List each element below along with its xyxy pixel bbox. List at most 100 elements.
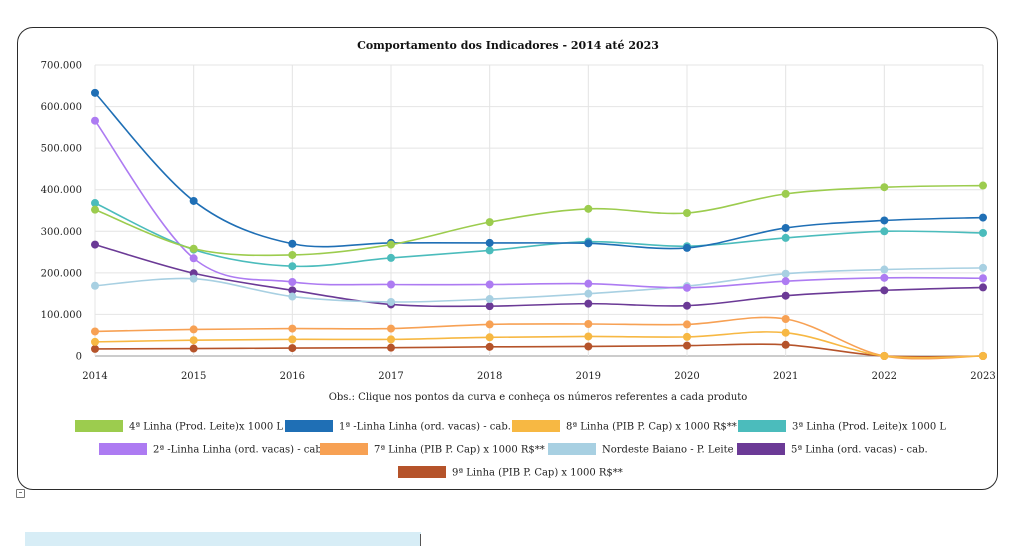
data-point[interactable]: [781, 340, 790, 349]
legend-item[interactable]: 5ª Linha (ord. vacas) - cab.: [737, 443, 928, 456]
data-point[interactable]: [91, 344, 99, 353]
data-point[interactable]: [91, 337, 99, 346]
data-point[interactable]: [387, 253, 395, 262]
legend-item[interactable]: 8ª Linha (PIB P. Cap) x 1000 R$**: [512, 420, 737, 433]
series-line: [94, 331, 984, 359]
legend-swatch: [285, 420, 333, 432]
data-point[interactable]: [387, 280, 395, 289]
data-point[interactable]: [387, 240, 395, 249]
data-point[interactable]: [91, 240, 99, 249]
legend-label: 7ª Linha (PIB P. Cap) x 1000 R$**: [374, 445, 545, 456]
data-point[interactable]: [485, 246, 494, 255]
data-point[interactable]: [781, 315, 790, 324]
legend-item[interactable]: Nordeste Baiano - P. Leite: [548, 443, 734, 456]
series-line: [94, 92, 984, 250]
legend-label: 5ª Linha (ord. vacas) - cab.: [791, 445, 928, 456]
data-point[interactable]: [91, 116, 99, 125]
data-point[interactable]: [387, 343, 395, 352]
data-point[interactable]: [683, 341, 691, 350]
legend-swatch: [512, 420, 560, 432]
data-point[interactable]: [880, 286, 889, 295]
data-point[interactable]: [781, 223, 790, 232]
data-point[interactable]: [485, 320, 494, 329]
data-point[interactable]: [387, 324, 395, 333]
legend-item[interactable]: 1ª -Linha Linha (ord. vacas) - cab.: [285, 420, 511, 433]
data-point[interactable]: [288, 335, 297, 344]
data-point[interactable]: [683, 301, 691, 310]
legend-item[interactable]: 2ª -Linha Linha (ord. vacas) - cab.: [99, 443, 325, 456]
data-point[interactable]: [91, 88, 99, 97]
data-point[interactable]: [781, 269, 790, 278]
data-point[interactable]: [189, 196, 198, 205]
data-point[interactable]: [880, 216, 889, 225]
data-point[interactable]: [189, 336, 198, 345]
data-point[interactable]: [485, 333, 494, 342]
data-point[interactable]: [485, 342, 494, 351]
x-tick-label: 2014: [82, 371, 107, 382]
data-point[interactable]: [91, 281, 99, 290]
data-point[interactable]: [880, 265, 889, 274]
data-point[interactable]: [189, 254, 198, 263]
data-point[interactable]: [485, 302, 494, 311]
data-point[interactable]: [979, 352, 987, 360]
x-tick-label: 2022: [872, 371, 897, 382]
data-point[interactable]: [91, 199, 99, 208]
legend-item[interactable]: 3ª Linha (Prod. Leite)x 1000 L: [738, 420, 946, 433]
data-point[interactable]: [683, 283, 691, 292]
legend-item[interactable]: 9ª Linha (PIB P. Cap) x 1000 R$**: [398, 466, 623, 479]
data-point[interactable]: [584, 342, 593, 351]
data-point[interactable]: [584, 239, 593, 248]
data-point[interactable]: [189, 274, 198, 283]
data-point[interactable]: [189, 325, 198, 334]
data-point[interactable]: [288, 278, 297, 287]
data-point[interactable]: [979, 274, 987, 283]
x-tick-label: 2018: [477, 371, 502, 382]
data-point[interactable]: [288, 292, 297, 301]
data-point[interactable]: [485, 295, 494, 304]
data-point[interactable]: [387, 297, 395, 306]
data-point[interactable]: [880, 183, 889, 192]
legend: 4ª Linha (Prod. Leite)x 1000 L 1ª -Linha …: [75, 420, 946, 479]
chart-note: Obs.: Clique nos pontos da curva e conhe…: [329, 392, 748, 403]
data-point[interactable]: [288, 250, 297, 259]
data-point[interactable]: [781, 233, 790, 242]
data-point[interactable]: [485, 280, 494, 289]
data-point[interactable]: [683, 320, 691, 329]
data-point[interactable]: [288, 324, 297, 333]
data-point[interactable]: [584, 289, 593, 298]
data-point[interactable]: [485, 218, 494, 227]
data-point[interactable]: [387, 335, 395, 344]
data-point[interactable]: [979, 181, 987, 190]
data-point[interactable]: [781, 291, 790, 300]
data-point[interactable]: [288, 286, 297, 295]
data-point[interactable]: [288, 239, 297, 248]
data-point[interactable]: [683, 332, 691, 341]
data-point[interactable]: [683, 243, 691, 252]
data-point[interactable]: [584, 299, 593, 308]
data-point[interactable]: [979, 263, 987, 272]
data-point[interactable]: [880, 227, 889, 236]
data-point[interactable]: [781, 328, 790, 337]
data-point[interactable]: [880, 273, 889, 282]
data-point[interactable]: [288, 344, 297, 353]
data-point[interactable]: [979, 283, 987, 292]
data-point[interactable]: [189, 244, 198, 253]
data-point[interactable]: [781, 277, 790, 286]
legend-item[interactable]: 7ª Linha (PIB P. Cap) x 1000 R$**: [320, 443, 545, 456]
data-point[interactable]: [781, 189, 790, 198]
data-point[interactable]: [880, 352, 889, 360]
data-point[interactable]: [91, 327, 99, 336]
data-point[interactable]: [979, 228, 987, 237]
data-point[interactable]: [683, 208, 691, 217]
legend-item[interactable]: 4ª Linha (Prod. Leite)x 1000 L: [75, 420, 283, 433]
data-point[interactable]: [584, 332, 593, 341]
data-point[interactable]: [584, 204, 593, 213]
expand-icon[interactable]: [16, 489, 25, 498]
data-point[interactable]: [91, 205, 99, 214]
data-point[interactable]: [189, 344, 198, 353]
data-point[interactable]: [288, 262, 297, 271]
data-point[interactable]: [979, 213, 987, 222]
data-point[interactable]: [584, 319, 593, 328]
data-point[interactable]: [485, 238, 494, 247]
data-point[interactable]: [584, 279, 593, 288]
